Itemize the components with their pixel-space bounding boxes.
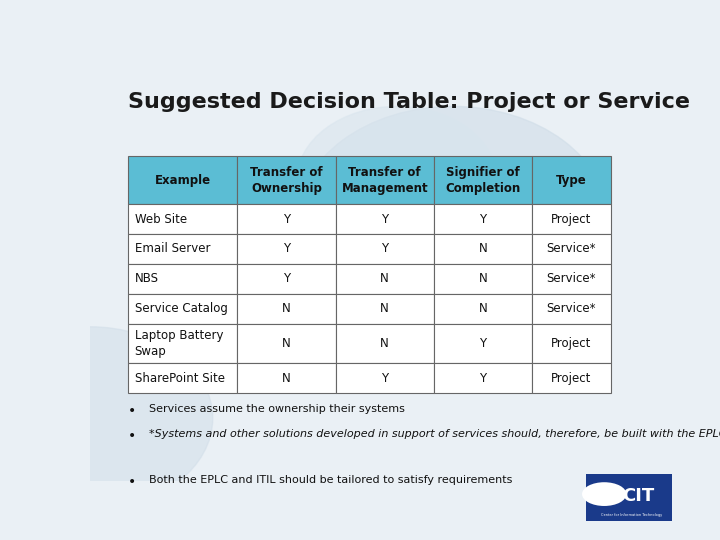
Text: Example: Example [155,174,211,187]
Text: Project: Project [551,337,592,350]
Text: Y: Y [480,337,487,350]
Bar [532,234,611,264]
Bar [532,264,611,294]
Bar [532,294,611,324]
Text: SharePoint Site: SharePoint Site [135,372,225,385]
Bar [434,264,532,294]
Text: Y: Y [480,372,487,385]
Text: Y: Y [381,242,388,255]
Bar [238,156,336,204]
Bar [336,363,434,393]
Text: Service*: Service* [546,302,596,315]
Bar [586,474,672,521]
Text: Services assume the ownership their systems: Services assume the ownership their syst… [148,404,405,414]
Bar [238,294,336,324]
Bar [434,294,532,324]
Bar [336,204,434,234]
Bar [336,156,434,204]
Bar [434,324,532,363]
Bar [532,363,611,393]
Text: N: N [380,273,389,286]
Bar [238,204,336,234]
Bar [532,156,611,204]
Text: Email Server: Email Server [135,242,210,255]
Bar [434,204,532,234]
Bar [128,234,238,264]
Text: N: N [282,372,291,385]
Text: Transfer of
Ownership: Transfer of Ownership [250,166,323,195]
Bar [128,204,238,234]
Text: Both the EPLC and ITIL should be tailored to satisfy requirements: Both the EPLC and ITIL should be tailore… [148,475,512,485]
Text: N: N [282,337,291,350]
Text: Web Site: Web Site [135,213,186,226]
Bar [336,324,434,363]
Bar [238,234,336,264]
Bar [238,324,336,363]
Text: N: N [479,302,487,315]
Bar [128,294,238,324]
Bar [336,294,434,324]
Circle shape [297,106,498,256]
Bar [434,234,532,264]
Text: Y: Y [381,213,388,226]
Text: Project: Project [551,213,592,226]
Text: N: N [282,302,291,315]
Text: Laptop Battery
Swap: Laptop Battery Swap [135,329,223,358]
Text: N: N [380,337,389,350]
Bar [336,234,434,264]
Bar [128,156,238,204]
Text: Service Catalog: Service Catalog [135,302,228,315]
Bar [532,204,611,234]
Bar [238,264,336,294]
Text: N: N [380,302,389,315]
Text: Transfer of
Management: Transfer of Management [341,166,428,195]
Text: N: N [479,273,487,286]
Circle shape [582,482,626,506]
Text: *Systems and other solutions developed in support of services should, therefore,: *Systems and other solutions developed i… [148,429,720,438]
Circle shape [297,106,609,339]
Text: Y: Y [480,213,487,226]
Bar [336,264,434,294]
Bar [128,363,238,393]
Circle shape [0,327,213,510]
Text: Suggested Decision Table: Project or Service: Suggested Decision Table: Project or Ser… [128,92,690,112]
Text: Service*: Service* [546,242,596,255]
Text: •: • [128,404,136,417]
Bar [238,363,336,393]
Bar [532,324,611,363]
Text: Y: Y [283,273,290,286]
Text: CIT: CIT [622,487,654,505]
Bar [128,324,238,363]
Text: Signifier of
Completion: Signifier of Completion [445,166,521,195]
Bar [128,264,238,294]
Text: Y: Y [381,372,388,385]
Text: NBS: NBS [135,273,158,286]
Text: N: N [479,242,487,255]
Text: Type: Type [556,174,587,187]
Text: Y: Y [283,242,290,255]
Bar [434,156,532,204]
Bar [434,363,532,393]
Text: Y: Y [283,213,290,226]
Text: Service*: Service* [546,273,596,286]
Text: •: • [128,429,136,443]
Text: Project: Project [551,372,592,385]
Text: Center for Information Technology: Center for Information Technology [600,514,662,517]
Text: •: • [128,475,136,489]
